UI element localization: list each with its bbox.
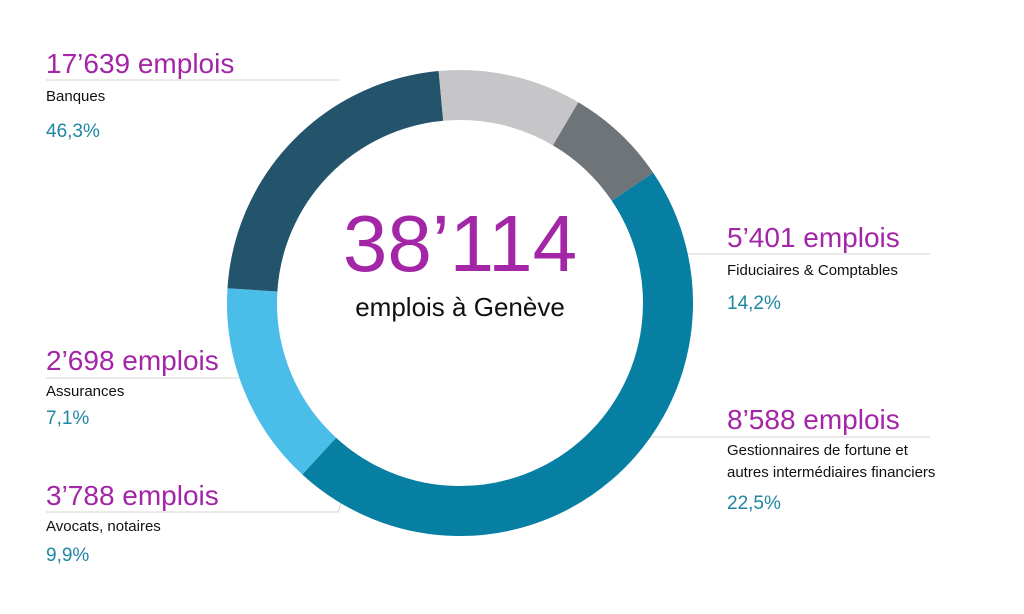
slice-percent: 22,5% [727,493,781,514]
label-banques: 17’639 emplois Banques 46,3% [46,48,234,144]
donut-slice-3 [438,70,579,146]
slice-count: 5’401 emplois [727,222,900,253]
slice-percent: 14,2% [727,293,781,314]
total-jobs: 38’114 [342,199,578,288]
slice-count: 17’639 emplois [46,48,235,79]
slice-category: Assurances [46,383,125,400]
slice-category: Avocats, notaires [46,518,161,535]
slice-category-line-2: autres intermédiaires financiers [727,464,936,481]
slice-percent: 46,3% [46,121,100,142]
slice-category: Banques [46,88,106,105]
donut-slice-4 [552,102,654,202]
slice-category: Fiduciaires & Comptables [727,262,898,279]
label-avocats: 3’788 emplois Avocats, notaires 9,9% [46,480,219,568]
donut-slice-0 [302,172,693,536]
slice-category-line-1: Gestionnaires de fortune et [727,442,908,459]
donut-slice-1 [227,288,337,475]
slice-count: 3’788 emplois [46,480,219,511]
label-gestionnaires: 8’588 emplois Gestionnaires de fortune e… [727,404,935,516]
slice-percent: 7,1% [46,408,90,429]
donut-slice-2 [227,70,444,292]
slice-percent: 9,9% [46,545,90,566]
slice-count: 2’698 emplois [46,345,219,376]
label-assurances: 2’698 emplois Assurances 7,1% [46,345,219,431]
slice-count: 8’588 emplois [727,404,900,435]
total-jobs-caption: emplois à Genève [355,292,565,322]
label-fiduciaires: 5’401 emplois Fiduciaires & Comptables 1… [727,222,900,316]
